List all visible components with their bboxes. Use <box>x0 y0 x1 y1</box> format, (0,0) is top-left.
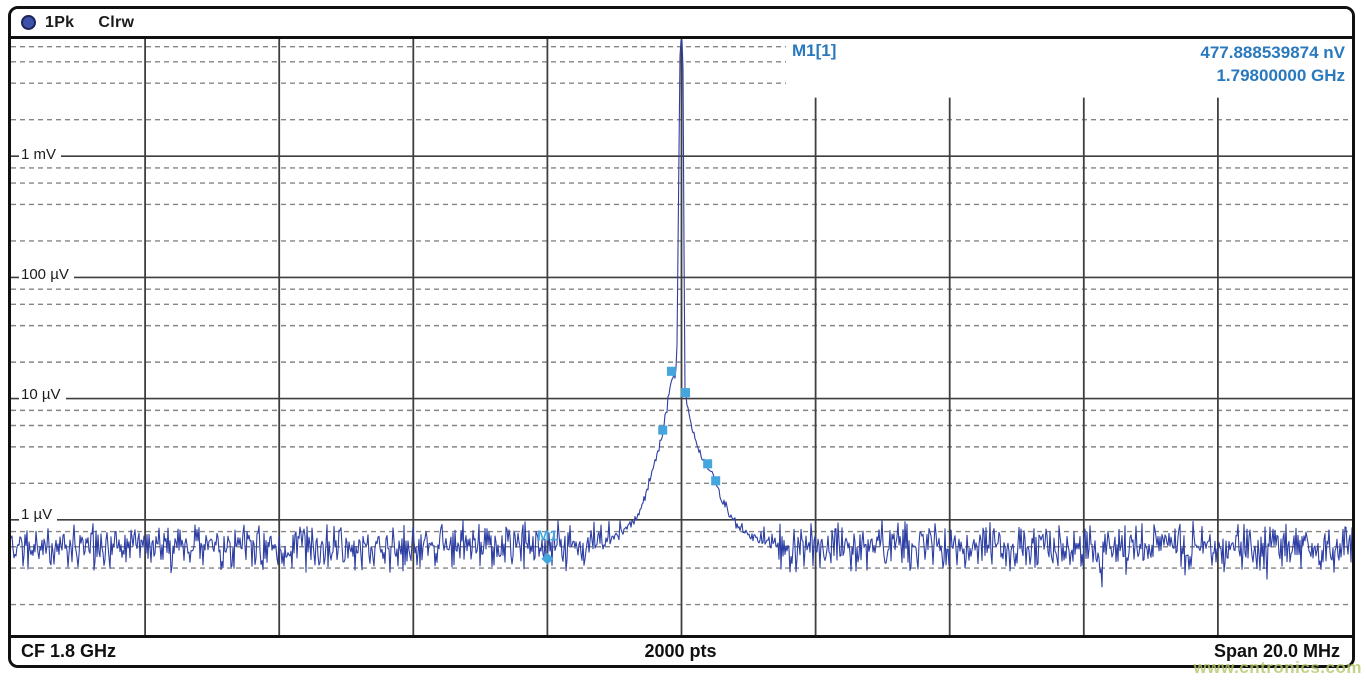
marker-m1-label: M1 <box>537 527 558 544</box>
y-axis-label: 1 mV <box>19 145 62 165</box>
marker-amplitude-value: 477.888539874 nV <box>1200 43 1345 62</box>
peak-markers[interactable] <box>658 366 721 486</box>
trace-header[interactable]: 1Pk Clrw <box>11 9 1352 39</box>
trace-mode-label: Clrw <box>98 13 135 31</box>
center-frequency-field[interactable]: CF 1.8 GHz <box>21 641 117 661</box>
peak-marker-square[interactable] <box>666 366 676 376</box>
peak-marker-square[interactable] <box>681 388 691 398</box>
spectrum-plot-area[interactable]: M1 M1[1] 477.888539874 nV 1.79800000 GHz… <box>11 39 1352 635</box>
watermark-text: www.cntronics.com <box>1193 658 1362 677</box>
vertical-gridlines <box>144 39 1219 635</box>
peak-marker-square[interactable] <box>711 476 721 486</box>
peak-marker-square[interactable] <box>703 459 713 469</box>
y-axis-label: 1 µV <box>19 505 58 525</box>
spectrum-plot-svg: M1 <box>11 39 1352 635</box>
y-axis-label: 100 µV <box>19 265 74 285</box>
peak-marker-square[interactable] <box>658 425 668 435</box>
marker-m1-diamond[interactable] <box>541 552 554 565</box>
display-frame: 1Pk Clrw M1 M1[1] 477.888539874 nV 1.798… <box>8 6 1355 668</box>
trace1-indicator-icon <box>21 15 36 30</box>
trace-detector-label: 1Pk <box>45 13 75 31</box>
y-axis-label: 10 µV <box>19 385 66 405</box>
sweep-points-field[interactable]: 2000 pts <box>644 641 717 661</box>
marker-readout-strip: M1[1] 477.888539874 nV 1.79800000 GHz <box>786 39 1352 97</box>
trace-1pk-clrw <box>11 39 1352 588</box>
marker-frequency-value: 1.79800000 GHz <box>1216 66 1345 85</box>
footer-bar: CF 1.8 GHz 2000 pts Span 20.0 MHz <box>11 635 1352 665</box>
span-field[interactable]: Span 20.0 MHz <box>1213 641 1341 661</box>
marker-values: 477.888539874 nV 1.79800000 GHz <box>1200 41 1345 87</box>
marker-name-label: M1[1] <box>792 41 837 60</box>
